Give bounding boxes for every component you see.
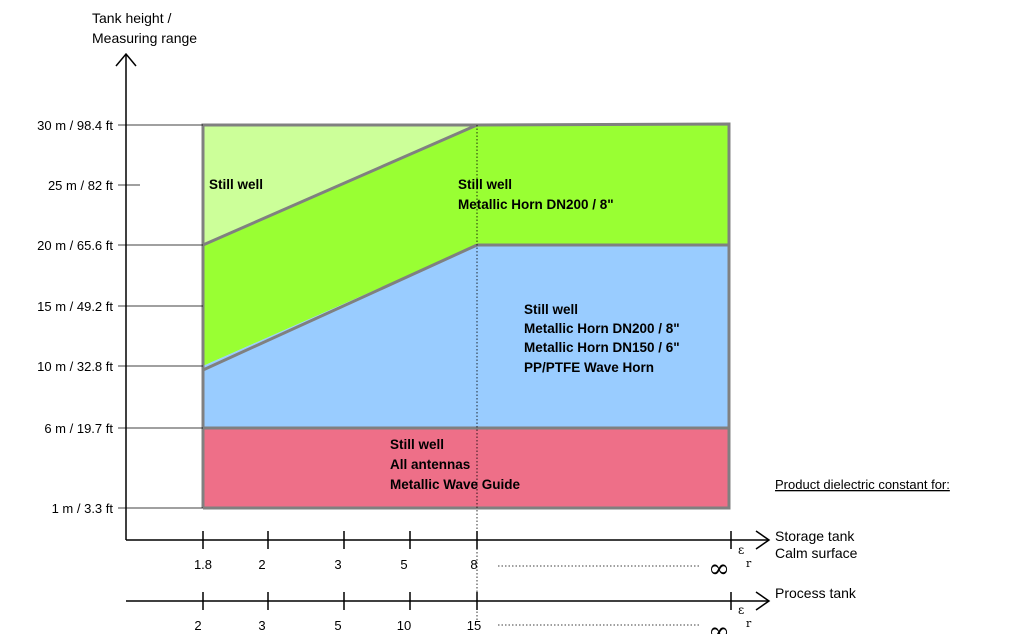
y-axis-arrow <box>115 52 137 67</box>
region-blue-label-line-3: Metallic Horn DN150 / 6" <box>524 340 680 355</box>
storage-tick-3: 3 <box>334 557 341 572</box>
y-tick-6m: 6 m / 19.7 ft <box>44 421 113 436</box>
storage-epsilon-subscript: r <box>746 557 752 570</box>
dielectric-constant-note: Product dielectric constant for: <box>775 477 950 492</box>
region-green-label-line-1: Still well <box>458 177 512 192</box>
y-tick-30m: 30 m / 98.4 ft <box>37 118 113 133</box>
region-red-label-line-2: All antennas <box>390 457 470 472</box>
process-axis-label-line-1: Process tank <box>775 585 857 601</box>
region-red-label-line-3: Metallic Wave Guide <box>390 477 521 492</box>
y-tick-10m: 10 m / 32.8 ft <box>37 359 113 374</box>
storage-infinity-label: ∞ <box>708 554 730 584</box>
region-red <box>203 428 729 508</box>
storage-axis-ticks <box>202 531 732 549</box>
region-blue-label-line-2: Metallic Horn DN200 / 8" <box>524 321 680 336</box>
region-borders <box>201 122 731 510</box>
reference-lines <box>118 124 203 509</box>
process-epsilon-subscript: r <box>746 617 752 630</box>
process-axis-ticks <box>202 592 732 610</box>
region-red-label-line-1: Still well <box>390 437 444 452</box>
process-tick-15: 15 <box>467 618 481 633</box>
y-tick-15m: 15 m / 49.2 ft <box>37 299 113 314</box>
region-green-label-line-2: Metallic Horn DN200 / 8" <box>458 197 614 212</box>
process-axis-arrow <box>755 591 771 611</box>
y-axis-title-line-1: Tank height / <box>92 10 171 26</box>
region-blue-label-line-4: PP/PTFE Wave Horn <box>524 360 654 375</box>
storage-tick-2: 2 <box>258 557 265 572</box>
storage-epsilon-symbol: ε <box>738 543 744 557</box>
storage-axis-label-line-1: Storage tank <box>775 528 855 544</box>
storage-axis-label-line-2: Calm surface <box>775 545 858 561</box>
storage-tick-8: 8 <box>470 557 477 572</box>
region-horn-green <box>203 124 729 366</box>
process-tick-3: 3 <box>258 618 265 633</box>
process-tick-5: 5 <box>334 618 341 633</box>
process-tick-2: 2 <box>194 618 201 633</box>
process-tick-10: 10 <box>397 618 411 633</box>
region-blue-label-line-1: Still well <box>524 302 578 317</box>
y-axis-title-line-2: Measuring range <box>92 30 197 46</box>
storage-axis-arrow <box>755 530 771 550</box>
storage-tick-1-8: 1.8 <box>194 557 212 572</box>
process-epsilon-symbol: ε <box>738 603 744 617</box>
y-tick-25m: 25 m / 82 ft <box>48 178 113 193</box>
process-infinity-label: ∞ <box>708 617 730 634</box>
y-tick-20m: 20 m / 65.6 ft <box>37 238 113 253</box>
region-blue <box>203 245 729 428</box>
storage-tick-5: 5 <box>400 557 407 572</box>
region-light-label-line-1: Still well <box>209 177 263 192</box>
y-tick-1m: 1 m / 3.3 ft <box>52 501 114 516</box>
